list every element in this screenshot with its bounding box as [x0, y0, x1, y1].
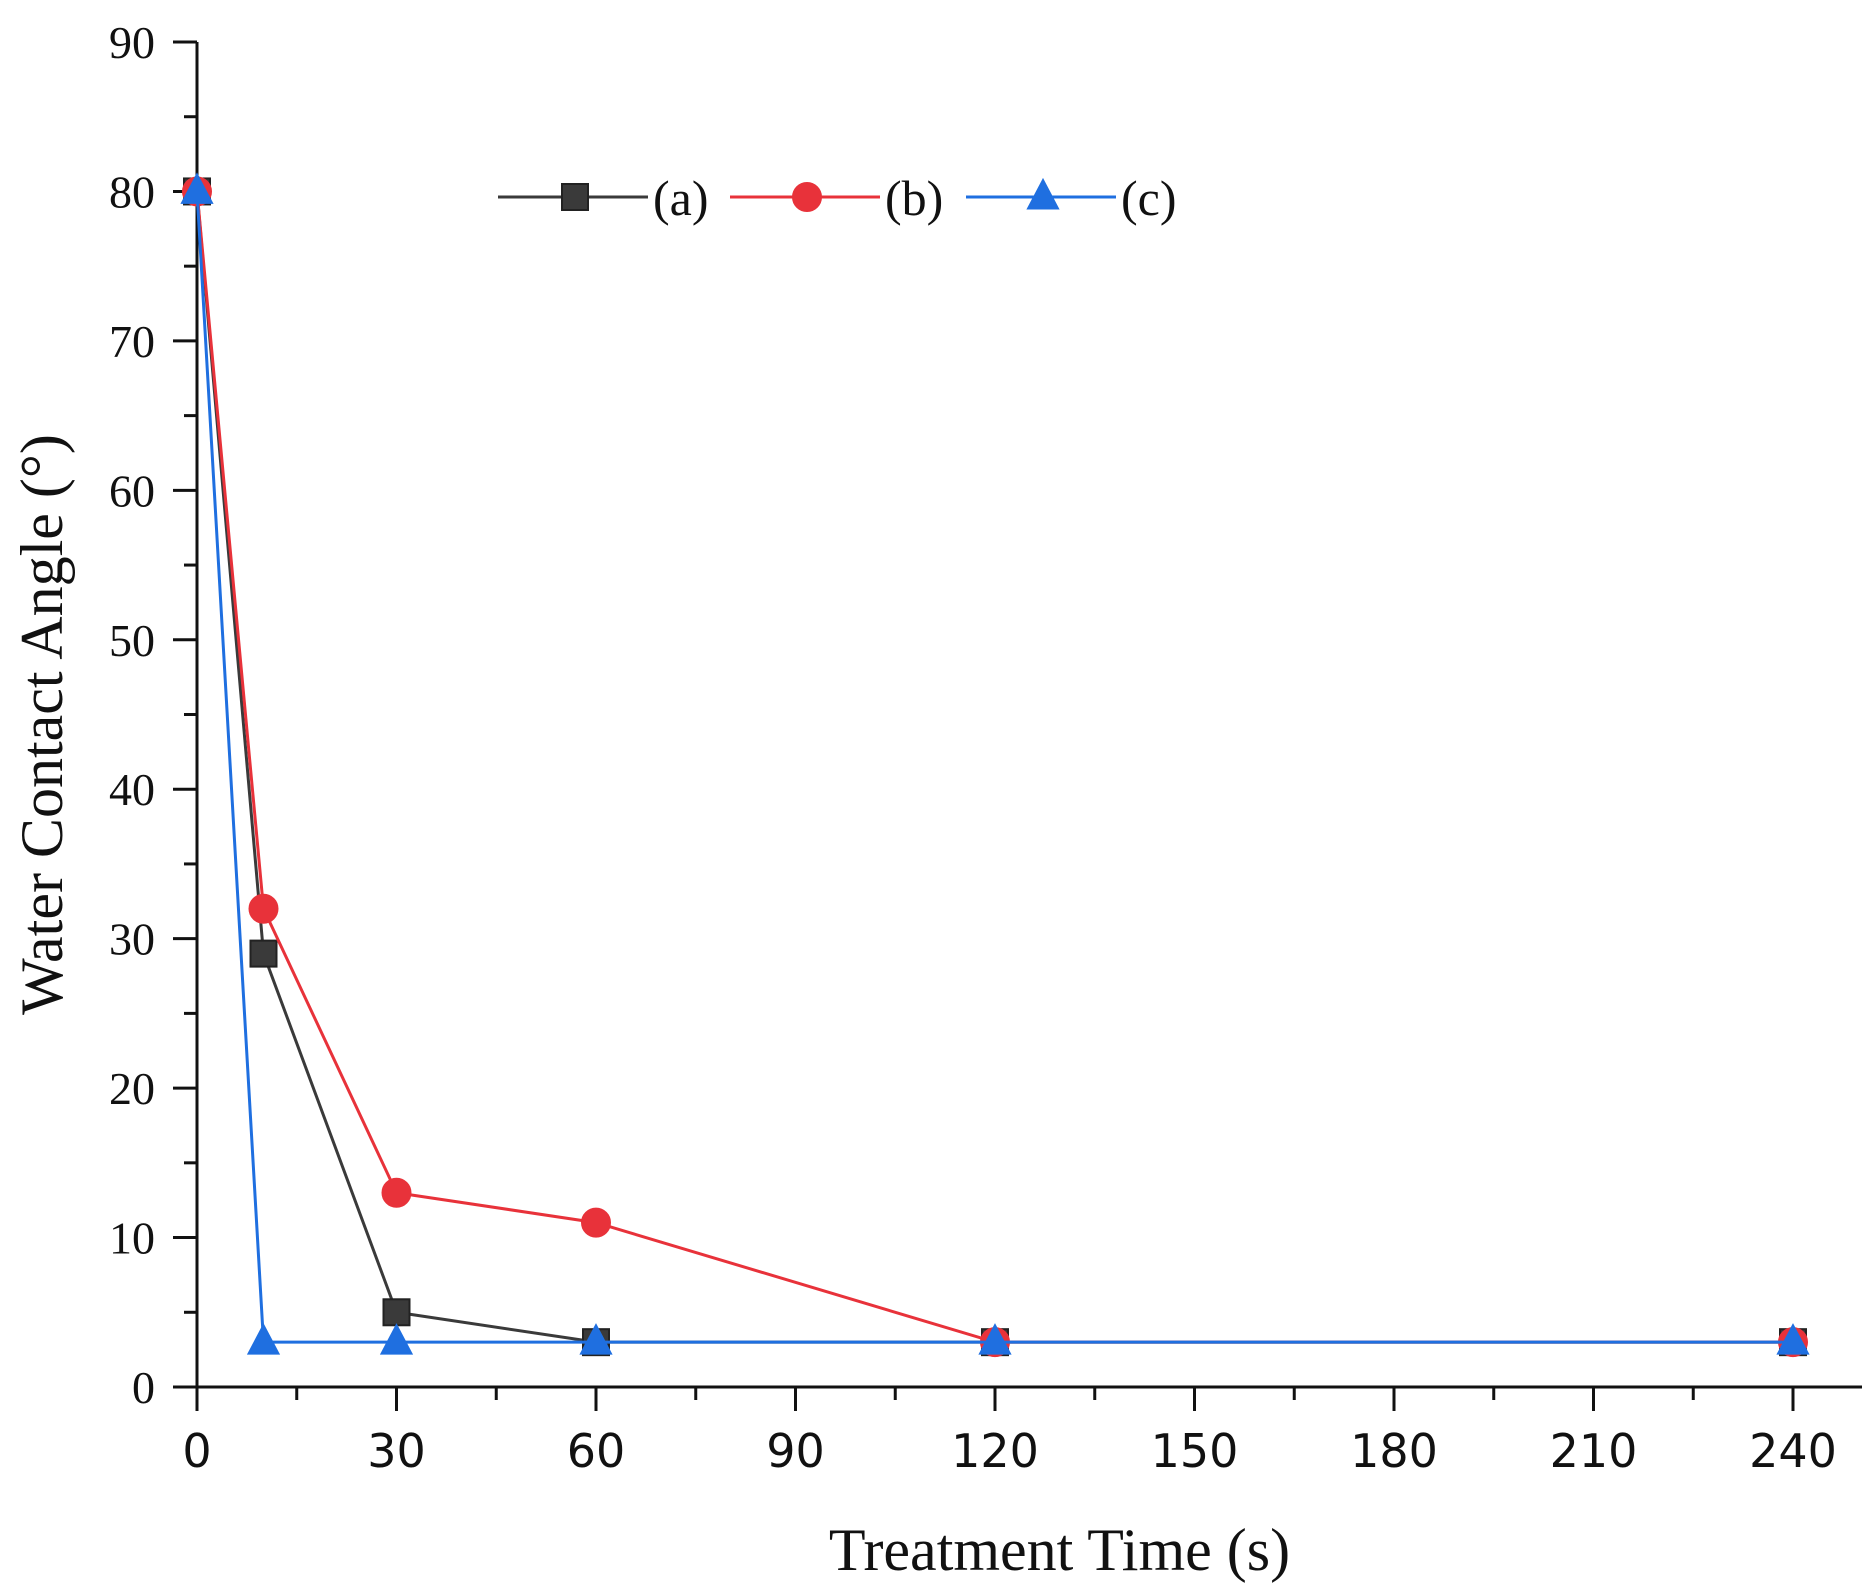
- y-tick-label: 80: [109, 166, 155, 217]
- y-tick-label: 0: [132, 1362, 155, 1413]
- axes: 0 10 20 30 40 50 60 70 80 90 0 30 60 90 120 150 180 210 24…: [109, 17, 1862, 1478]
- data-point: [249, 939, 278, 968]
- legend-marker: [792, 182, 822, 212]
- data-point: [581, 1207, 611, 1238]
- x-tick-label: 0: [182, 1424, 211, 1478]
- series-3: [180, 172, 1810, 1355]
- legend-item-1: (a): [498, 170, 709, 226]
- legend-item-2: (b): [730, 170, 943, 226]
- y-tick-label: 20: [109, 1063, 155, 1114]
- x-tick-label: 120: [951, 1424, 1039, 1478]
- data-point: [978, 1323, 1012, 1355]
- legend-marker: [561, 183, 589, 211]
- x-tick-label: 30: [367, 1424, 426, 1478]
- data-point: [379, 1323, 414, 1355]
- x-tick-label: 60: [567, 1424, 626, 1478]
- data-point: [381, 1177, 412, 1208]
- series-line: [195, 191, 1793, 1344]
- x-tick-label: 180: [1350, 1424, 1438, 1478]
- legend-item-3: (c): [966, 170, 1177, 226]
- y-tick-label: 40: [109, 764, 155, 815]
- y-axis-title: Water Contact Angle (°): [9, 434, 75, 1015]
- data-point: [1776, 1323, 1810, 1355]
- series-1: [183, 177, 1807, 1357]
- legend-label: (c): [1121, 170, 1177, 226]
- data-point: [382, 1298, 411, 1327]
- legend: (a) (b) (c): [498, 170, 1177, 226]
- data-point: [246, 1323, 281, 1355]
- series-layer: [180, 172, 1810, 1358]
- x-tick-label: 150: [1151, 1424, 1239, 1478]
- legend-label: (b): [885, 170, 943, 226]
- x-tick-label: 90: [766, 1424, 825, 1478]
- y-tick-label: 90: [109, 17, 155, 68]
- y-tick-label: 30: [109, 914, 155, 965]
- x-tick-label: 240: [1749, 1424, 1837, 1478]
- x-tick-label: 210: [1550, 1424, 1638, 1478]
- legend-marker: [1026, 177, 1060, 210]
- y-tick-label: 10: [109, 1213, 155, 1264]
- data-point: [180, 172, 214, 204]
- series-line: [195, 191, 1793, 1344]
- y-tick-label: 50: [109, 615, 155, 666]
- series-line: [195, 191, 1793, 1344]
- y-tick-label: 70: [109, 316, 155, 367]
- data-point: [248, 893, 279, 924]
- y-tick-label: 60: [109, 465, 155, 516]
- series-2: [182, 176, 1808, 1358]
- data-point: [579, 1323, 613, 1355]
- legend-label: (a): [653, 170, 709, 226]
- x-axis-title: Treatment Time (s): [829, 1517, 1290, 1583]
